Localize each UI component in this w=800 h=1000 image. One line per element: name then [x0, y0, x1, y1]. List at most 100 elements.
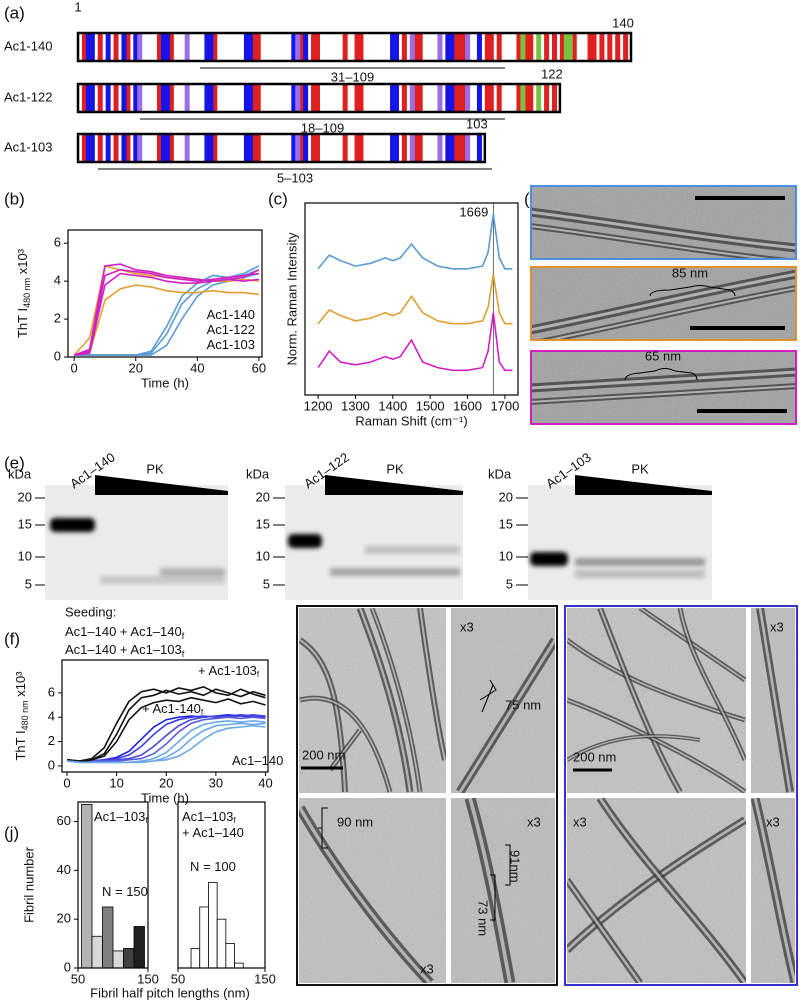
histogram-bar [112, 950, 124, 969]
protease-gradient [95, 475, 228, 495]
x-tick-label: 1200 [304, 398, 333, 413]
histogram-bar [91, 935, 103, 969]
residue-stripe [97, 134, 103, 162]
residue-stripe [484, 33, 490, 61]
residue-stripe [97, 84, 103, 112]
y-tick-label: 20 [57, 911, 71, 926]
gel-band [365, 546, 460, 554]
histogram-bar [102, 906, 114, 969]
residue-stripe [496, 33, 502, 61]
residue-stripe [311, 134, 317, 162]
residue-stripe [488, 84, 494, 112]
residue-stripe [315, 33, 320, 61]
residue-stripe [204, 84, 210, 112]
residue-stripe [461, 134, 467, 162]
residue-stripe [208, 33, 214, 61]
residue-stripe [390, 84, 396, 112]
residue-stripe [303, 33, 309, 61]
residue-stripe [184, 33, 190, 61]
residue-stripe [465, 33, 471, 61]
residue-stripe [623, 33, 629, 61]
histogram-bar [208, 882, 218, 969]
brace [490, 844, 511, 921]
fibril-core [679, 608, 746, 761]
fibril-core [753, 798, 795, 983]
residue-stripe [528, 84, 534, 112]
residue-stripe [255, 84, 261, 112]
brace [479, 679, 497, 713]
construct-name: Ac1-122 [4, 89, 52, 104]
y-axis-label: ThT I480 nm x10³ [15, 248, 32, 338]
residue-stripe [311, 33, 317, 61]
residue-stripe [243, 84, 249, 112]
residue-stripe [212, 33, 218, 61]
unit-label: kDa [246, 466, 270, 481]
x-tick-label: 150 [137, 971, 159, 986]
micrograph-noise [567, 798, 746, 983]
residue-stripe [299, 134, 305, 162]
marker-label: 5 [263, 576, 270, 591]
residue-stripe [401, 33, 407, 61]
residue-stripe [157, 33, 162, 61]
residue-stripe [85, 84, 91, 112]
residue-stripe [409, 33, 415, 61]
residue-stripe [445, 134, 451, 162]
micrograph-label: x3 [420, 961, 434, 976]
x-tick-label: 150 [254, 971, 276, 986]
residue-stripe [164, 134, 170, 162]
annotation: Ac1–103f [182, 809, 236, 825]
core-range: 5–103 [277, 170, 313, 185]
x-tick-label: 1300 [341, 398, 370, 413]
legend-subscript: f [182, 649, 185, 659]
residue-stripe [571, 33, 577, 61]
protease-gradient [325, 475, 463, 495]
residue-stripe [251, 84, 257, 112]
x-tick-label: 50 [171, 971, 185, 986]
residue-stripe [559, 33, 565, 61]
residue-stripe [299, 33, 305, 61]
image-border [530, 266, 797, 341]
y-tick-label: 4 [54, 273, 61, 288]
x-axis-label: Time (h) [141, 375, 189, 390]
x-tick-label: 1600 [453, 398, 482, 413]
residue-stripe [445, 84, 451, 112]
residue-stripe [437, 33, 443, 61]
legend-name: Ac1–140 + Ac1–103 [65, 642, 182, 657]
marker-label: 15 [256, 516, 270, 531]
residue-stripe [465, 84, 471, 112]
residue-stripe [243, 33, 249, 61]
residue-stripe [516, 84, 522, 112]
panel-label: (b) [4, 189, 25, 208]
residue-stripe [291, 134, 297, 162]
residue-stripe [121, 84, 127, 112]
x-tick-label: 1700 [490, 398, 519, 413]
residue-stripe [204, 33, 210, 61]
panel-label: (a) [4, 3, 25, 22]
residue-stripe [160, 84, 166, 112]
residue-stripe [552, 33, 557, 61]
residue-stripe [121, 134, 127, 162]
residue-stripe [251, 33, 257, 61]
y-axis-label-sub: 480 nm [22, 278, 32, 308]
residue-stripe [457, 134, 463, 162]
residue-stripe [461, 33, 467, 61]
gel-band [575, 558, 705, 566]
residue-stripe [164, 84, 170, 112]
annotation-text: Ac1–103 [94, 809, 145, 824]
residue-stripe [544, 84, 550, 112]
residue-stripe [587, 33, 593, 61]
residue-stripe [160, 134, 166, 162]
annotation-text: N = 100 [190, 859, 236, 874]
residue-stripe [552, 84, 557, 112]
unit-label: kDa [488, 466, 512, 481]
annotation-text: + Ac1-140 [142, 701, 201, 716]
residue-stripe [247, 134, 253, 162]
x-tick-label: 60 [252, 360, 266, 375]
treatment-label: PK [631, 461, 649, 476]
residue-stripe [437, 84, 443, 112]
residue-stripe [394, 33, 399, 61]
residue-stripe [157, 134, 162, 162]
fibril-core [371, 608, 421, 793]
fibril-core [530, 210, 797, 250]
core-range: 18–109 [301, 120, 344, 135]
